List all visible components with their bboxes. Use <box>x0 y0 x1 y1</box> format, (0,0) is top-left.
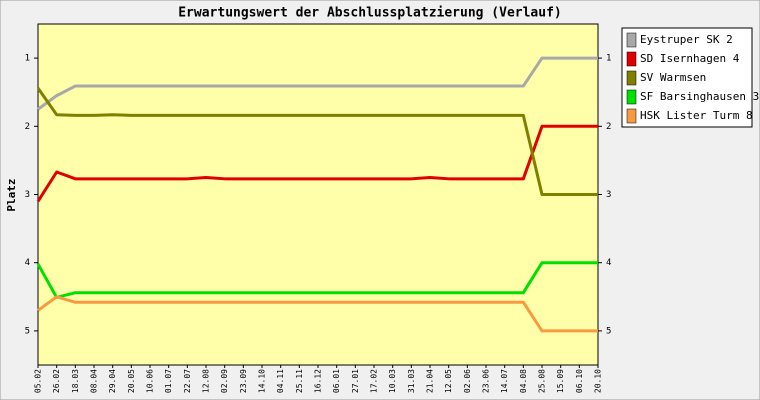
x-tick-label: 12.08 <box>202 369 211 393</box>
x-tick-label: 23.09 <box>239 369 248 393</box>
x-tick-label: 29.04 <box>108 369 117 393</box>
legend-label: HSK Lister Turm 8 <box>640 109 753 122</box>
x-tick-label: 21.04 <box>426 369 435 393</box>
x-tick-label: 04.11 <box>276 369 285 393</box>
series-line <box>36 124 598 203</box>
x-tick-label: 08.04 <box>90 369 99 393</box>
y-axis-label: Platz <box>5 178 18 211</box>
x-tick-label: 26.02 <box>52 369 61 393</box>
y-tick-label: 5 <box>25 326 30 336</box>
legend-swatch <box>626 51 637 67</box>
legend-swatch <box>626 89 637 105</box>
x-tick-label: 17.02 <box>370 369 379 393</box>
x-tick-label: 15.09 <box>556 369 565 393</box>
y-tick-label: 2 <box>25 122 30 132</box>
x-tick-label: 10.06 <box>146 369 155 393</box>
x-tick-label: 14.10 <box>258 369 267 393</box>
y-tick-label: 3 <box>606 190 611 200</box>
x-tick-label: 25.11 <box>295 369 304 393</box>
y-tick-label: 4 <box>25 258 30 268</box>
x-tick-label: 06.01 <box>332 369 341 393</box>
legend-swatch <box>626 108 637 124</box>
x-tick-label: 05.02 <box>34 369 43 393</box>
y-tick-label: 1 <box>25 54 30 64</box>
legend-box <box>621 27 753 128</box>
x-tick-label: 02.06 <box>463 369 472 393</box>
y-tick-label: 4 <box>606 258 611 268</box>
legend-label: SD Isernhagen 4 <box>640 52 740 65</box>
legend-swatch <box>626 70 637 86</box>
chart-title: Erwartungswert der Abschlussplatzierung … <box>178 6 562 21</box>
legend-swatch <box>626 32 637 48</box>
series-line <box>36 261 598 299</box>
x-tick-label: 22.07 <box>183 369 192 393</box>
x-tick-label: 01.07 <box>164 369 173 393</box>
x-tick-label: 14.07 <box>500 369 509 393</box>
x-tick-label: 06.10 <box>575 369 584 393</box>
legend-label: SF Barsinghausen 3 <box>640 90 759 103</box>
x-tick-label: 20.05 <box>127 369 136 393</box>
y-tick-label: 2 <box>606 122 611 132</box>
series-line <box>37 295 598 333</box>
x-tick-label: 16.12 <box>314 369 323 393</box>
x-tick-label: 23.06 <box>482 369 491 393</box>
x-tick-label: 31.03 <box>407 369 416 393</box>
y-tick-label: 1 <box>606 54 611 64</box>
x-tick-label: 18.03 <box>71 369 80 393</box>
x-tick-label: 27.01 <box>351 369 360 393</box>
plot-area <box>37 23 599 366</box>
legend-label: Eystruper SK 2 <box>640 33 733 46</box>
series-line <box>37 56 598 111</box>
series-line <box>36 87 598 196</box>
x-tick-label: 12.05 <box>444 369 453 393</box>
x-tick-label: 20.10 <box>594 369 603 393</box>
x-tick-label: 25.08 <box>538 369 547 393</box>
legend-label: SV Warmsen <box>640 71 706 84</box>
x-tick-label: 04.08 <box>519 369 528 393</box>
x-tick-label: 02.09 <box>220 369 229 393</box>
y-tick-label: 3 <box>25 190 30 200</box>
y-tick-label: 5 <box>606 326 611 336</box>
x-tick-label: 10.03 <box>388 369 397 393</box>
